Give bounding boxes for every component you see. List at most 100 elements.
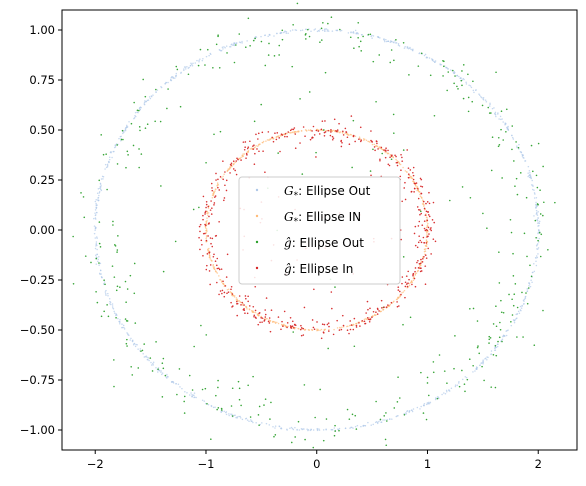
data-point: [207, 207, 210, 209]
data-point: [98, 194, 100, 197]
data-point: [202, 195, 205, 198]
data-point: [426, 234, 428, 237]
data-point: [103, 310, 105, 313]
data-point: [286, 326, 288, 329]
data-point: [472, 80, 474, 83]
data-point: [537, 220, 539, 222]
data-point: [359, 140, 362, 143]
data-point: [229, 45, 231, 48]
data-point: [462, 97, 465, 100]
data-point: [347, 325, 349, 327]
data-point: [300, 428, 303, 430]
data-point: [230, 285, 233, 288]
data-point: [336, 327, 339, 329]
data-point: [427, 211, 430, 213]
data-point: [99, 246, 102, 248]
data-point: [257, 414, 260, 416]
data-point: [420, 196, 423, 199]
data-point: [162, 270, 165, 273]
data-point: [211, 187, 213, 189]
data-point: [218, 220, 220, 223]
series-1-points: [93, 28, 541, 432]
data-point: [262, 150, 264, 152]
data-point: [403, 289, 406, 292]
data-point: [432, 59, 434, 61]
data-point: [97, 260, 99, 263]
legend-series-name: Ellipse IN: [306, 210, 361, 224]
data-point: [223, 410, 225, 413]
data-point: [200, 324, 202, 327]
data-point: [183, 400, 185, 403]
data-point: [284, 30, 286, 32]
data-point: [423, 205, 425, 208]
data-point: [538, 222, 541, 225]
data-point: [527, 287, 530, 289]
data-point: [225, 189, 228, 192]
data-point: [231, 387, 234, 390]
data-point: [380, 310, 382, 313]
data-point: [420, 178, 423, 181]
data-point: [152, 94, 154, 96]
data-point: [98, 264, 100, 266]
data-point: [132, 344, 135, 346]
data-point: [334, 430, 337, 432]
data-point: [392, 113, 395, 116]
data-point: [238, 398, 241, 401]
data-point: [358, 138, 360, 140]
data-point: [308, 91, 311, 93]
data-point: [424, 53, 427, 56]
data-point: [416, 246, 419, 249]
data-point: [201, 59, 204, 62]
data-point: [243, 153, 246, 155]
data-point: [397, 286, 400, 288]
data-point: [459, 77, 461, 80]
data-point: [498, 143, 501, 146]
data-point: [316, 429, 319, 432]
data-point: [293, 132, 295, 134]
data-point: [304, 129, 307, 131]
data-point: [385, 306, 388, 308]
data-point: [531, 188, 534, 191]
data-point: [402, 291, 405, 293]
data-point: [160, 371, 162, 373]
x-tick-label: −1: [198, 457, 215, 471]
legend-subscript: *: [294, 191, 299, 201]
legend-separator: :: [298, 184, 306, 198]
data-point: [330, 131, 332, 133]
data-point: [517, 310, 520, 313]
data-point: [408, 74, 410, 76]
data-point: [420, 405, 422, 408]
data-point: [146, 123, 149, 126]
data-point: [246, 312, 249, 315]
data-point: [217, 267, 220, 270]
data-point: [420, 241, 423, 244]
data-point: [313, 288, 315, 291]
data-point: [414, 285, 417, 288]
data-point: [412, 180, 414, 183]
data-point: [448, 389, 450, 392]
data-point: [528, 174, 530, 177]
data-point: [225, 276, 228, 278]
data-point: [526, 302, 529, 305]
data-point: [181, 387, 183, 390]
data-point: [423, 227, 426, 230]
data-point: [294, 133, 297, 135]
data-point: [139, 107, 141, 109]
data-point: [96, 253, 99, 256]
data-point: [313, 29, 315, 31]
data-point: [320, 337, 323, 340]
data-point: [401, 160, 404, 162]
data-point: [416, 189, 418, 192]
data-point: [395, 42, 398, 44]
data-point: [428, 233, 430, 235]
data-point: [414, 184, 417, 186]
data-point: [319, 28, 321, 31]
data-point: [111, 303, 114, 305]
data-point: [420, 270, 423, 272]
data-point: [505, 330, 507, 332]
data-point: [430, 253, 432, 255]
data-point: [96, 248, 98, 251]
data-point: [428, 402, 431, 405]
data-point: [507, 329, 509, 331]
data-point: [491, 136, 494, 139]
